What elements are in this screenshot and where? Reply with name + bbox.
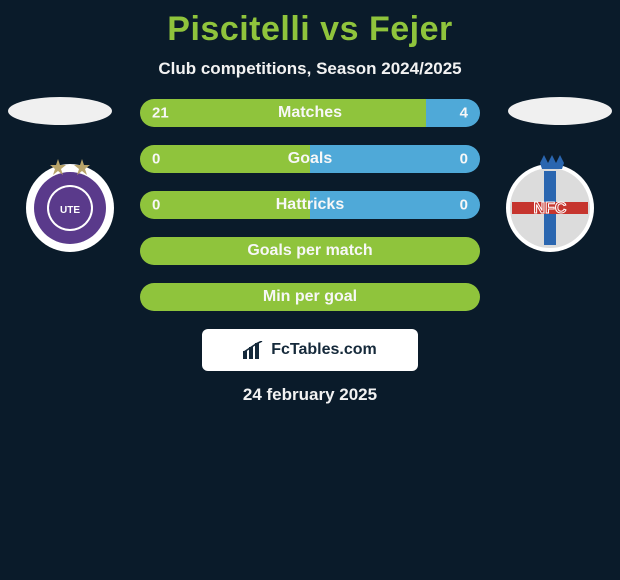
subtitle: Club competitions, Season 2024/2025	[0, 59, 620, 79]
page-title: Piscitelli vs Fejer	[0, 0, 620, 49]
stat-bar-left-segment	[140, 191, 310, 219]
player-photo-placeholder-left	[8, 97, 112, 125]
nfc-crest-icon: NFC	[500, 153, 600, 253]
club-crest-left: UTE UJPEST	[20, 153, 120, 253]
stat-bar-left-segment	[140, 237, 480, 265]
player-photo-placeholder-right	[508, 97, 612, 125]
stat-bars: Matches214 Goals00 Hattricks00 Goals per ma…	[140, 97, 480, 311]
comparison-card: Piscitelli vs Fejer Club competitions, S…	[0, 0, 620, 580]
comparison-arena: UTE UJPEST NFC Matches214Go	[0, 97, 620, 311]
brand-badge: FcTables.com	[202, 329, 418, 371]
stat-bar: Min per goal	[140, 283, 480, 311]
stat-bar: Goals00	[140, 145, 480, 173]
snapshot-date: 24 february 2025	[0, 385, 620, 405]
ujpest-crest-icon: UTE UJPEST	[20, 153, 120, 253]
svg-text:NFC: NFC	[534, 200, 567, 217]
svg-text:UTE: UTE	[60, 205, 80, 216]
stat-bar-right-segment	[310, 191, 480, 219]
stat-bar-right-segment	[310, 145, 480, 173]
stat-bar-right-segment	[426, 99, 480, 127]
stat-bar: Goals per match	[140, 237, 480, 265]
stat-bar: Matches214	[140, 99, 480, 127]
stat-bar-left-segment	[140, 145, 310, 173]
brand-label: FcTables.com	[271, 341, 377, 359]
stat-bar-left-segment	[140, 99, 426, 127]
stat-bar-left-segment	[140, 283, 480, 311]
club-crest-right: NFC	[500, 153, 600, 253]
bar-chart-icon	[243, 341, 265, 359]
stat-bar: Hattricks00	[140, 191, 480, 219]
